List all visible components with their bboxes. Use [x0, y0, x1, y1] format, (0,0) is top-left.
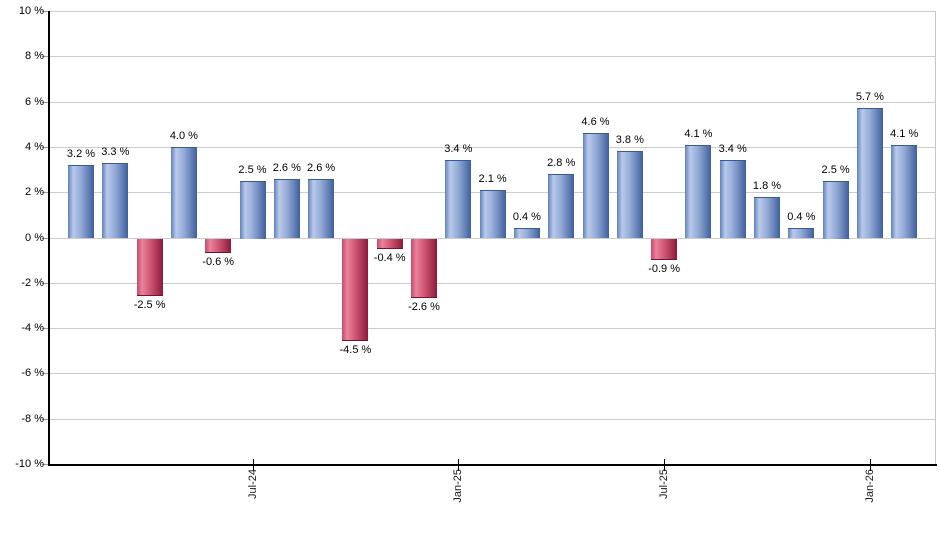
y-axis-tick [42, 192, 48, 194]
bar-value-label: 3.4 % [718, 143, 747, 156]
bar-value-label: 1.8 % [752, 179, 782, 192]
bar-value-label: 3.4 % [444, 143, 473, 156]
y-axis-tick [42, 56, 48, 58]
bar-value-label: 4.6 % [581, 116, 610, 129]
x-axis-tick [252, 459, 254, 471]
gridline [50, 328, 935, 330]
bar [582, 133, 609, 239]
bar [685, 144, 712, 239]
y-axis-tick-label: 0 % [25, 231, 44, 244]
gridline [50, 418, 935, 420]
y-axis-tick [42, 237, 48, 239]
bar [376, 238, 403, 249]
y-axis-tick-label: 2 % [25, 186, 44, 199]
bar [411, 238, 437, 299]
y-axis-tick-label: 8 % [25, 50, 44, 63]
bar-value-label: -0.4 % [373, 251, 406, 264]
x-axis-tick-label: Jan-26 [863, 469, 876, 503]
y-axis-tick [42, 373, 48, 375]
bar-value-label: -2.5 % [133, 299, 166, 312]
bar [68, 165, 94, 239]
bar [205, 238, 232, 254]
gridline [50, 101, 935, 103]
gridline [50, 373, 935, 375]
bar [856, 108, 883, 239]
bar-value-label: 2.5 % [238, 163, 267, 176]
bar [479, 189, 506, 239]
y-axis-tick [42, 328, 48, 330]
bar [754, 196, 780, 239]
gridline [50, 282, 935, 284]
bar-value-label: 5.7 % [855, 91, 884, 104]
bar [342, 238, 369, 342]
y-axis-tick-label: 10 % [18, 5, 44, 17]
bar [651, 238, 678, 260]
bar-value-label: -0.9 % [648, 262, 680, 275]
y-axis-tick-label: -10 % [15, 458, 44, 470]
bar-value-label: 4.0 % [169, 129, 198, 142]
bar [239, 180, 266, 239]
y-axis-line [48, 11, 50, 465]
bar [136, 238, 163, 297]
y-axis-tick-label: 4 % [25, 140, 44, 153]
bar [170, 146, 197, 239]
x-axis-tick-label: Jul-24 [246, 469, 259, 499]
bar [445, 160, 472, 239]
bar-value-label: -2.6 % [408, 301, 440, 314]
bar [513, 228, 540, 239]
plot-right-border [935, 11, 936, 464]
y-axis-tick-label: -4 % [21, 322, 44, 335]
bar [788, 228, 815, 239]
y-axis-tick [42, 282, 48, 284]
x-axis-tick-label: Jul-25 [658, 469, 671, 499]
bar [616, 151, 643, 239]
bar [273, 178, 300, 239]
bar [822, 180, 849, 239]
y-axis-tick [42, 101, 48, 103]
gridline [50, 56, 935, 58]
y-axis-tick [42, 146, 48, 148]
bar-value-label: 2.6 % [272, 161, 301, 174]
y-axis-tick-label: 6 % [25, 95, 44, 108]
bar [891, 144, 918, 239]
bar [548, 174, 575, 239]
y-axis-tick [42, 11, 48, 12]
y-axis-tick-label: -8 % [21, 412, 44, 425]
bar-value-label: 4.1 % [684, 127, 713, 140]
x-axis-tick [458, 459, 460, 471]
gridline [50, 146, 935, 148]
bar [102, 162, 129, 239]
bar-value-label: 2.1 % [478, 172, 507, 185]
bar [719, 160, 746, 239]
bar-value-label: 0.4 % [787, 211, 816, 224]
bar-value-label: 4.1 % [890, 127, 919, 140]
bar-value-label: 3.8 % [615, 134, 644, 147]
x-axis-tick [664, 459, 666, 471]
y-axis-tick [42, 464, 48, 465]
x-axis-line [48, 464, 937, 466]
bar-value-label: -0.6 % [202, 256, 235, 269]
bar-value-label: 3.2 % [66, 148, 96, 161]
bar-value-label: 0.4 % [512, 211, 541, 224]
y-axis-tick-label: -6 % [21, 367, 44, 380]
x-axis-tick-label: Jan-25 [452, 469, 465, 503]
gridline [50, 11, 935, 12]
y-axis-tick [42, 418, 48, 420]
bar [308, 178, 335, 239]
bar-value-label: 2.8 % [547, 157, 576, 170]
bar-value-label: 2.5 % [821, 163, 850, 176]
x-axis-tick [869, 459, 871, 471]
bar-value-label: 2.6 % [307, 161, 336, 174]
bar-value-label: -4.5 % [339, 344, 372, 357]
bar-value-label: 3.3 % [101, 145, 130, 158]
y-axis-tick-label: -2 % [21, 276, 44, 289]
